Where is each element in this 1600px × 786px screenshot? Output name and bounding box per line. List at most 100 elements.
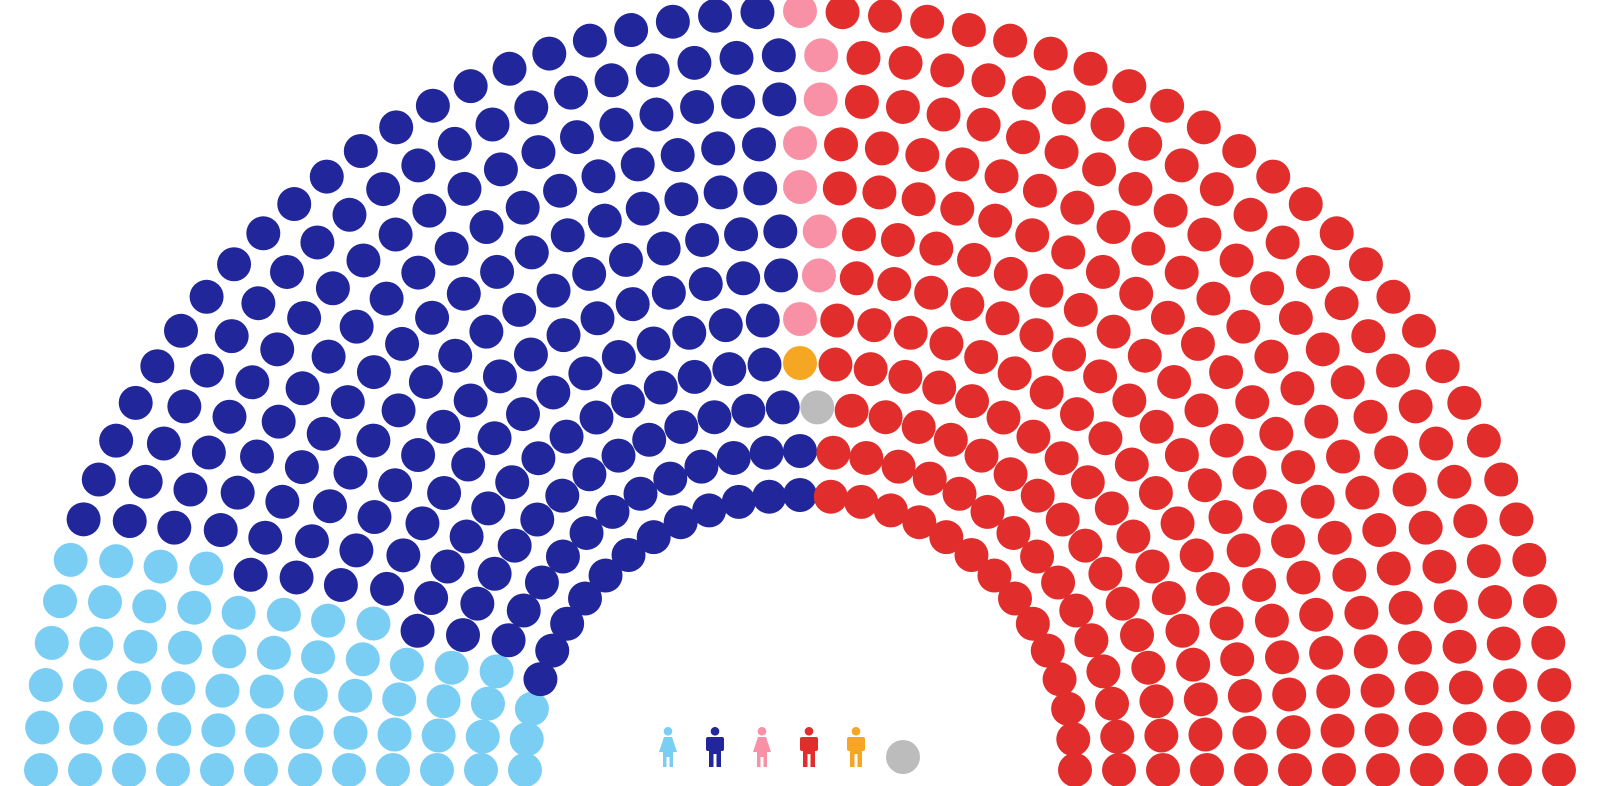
seat-light-blue — [422, 718, 456, 752]
seat-red — [1434, 589, 1468, 623]
seat-red — [1320, 216, 1354, 250]
seat-light-blue — [332, 753, 366, 786]
seat-red — [910, 5, 944, 39]
seat-dark-blue — [636, 53, 670, 87]
seat-red — [845, 85, 879, 119]
parliament-hemicycle-chart — [0, 0, 1600, 786]
seat-dark-blue — [483, 359, 517, 393]
seat-dark-blue — [414, 581, 448, 615]
seat-dark-blue — [480, 255, 514, 289]
seat-light-blue — [289, 715, 323, 749]
seat-red — [1449, 671, 1483, 705]
seat-red — [1151, 301, 1185, 335]
seat-dark-blue — [401, 256, 435, 290]
seat-dark-blue — [677, 46, 711, 80]
seat-light-blue — [301, 640, 335, 674]
seat-red — [1487, 627, 1521, 661]
seat-light-blue — [35, 626, 69, 660]
seat-dark-blue — [712, 352, 746, 386]
seat-light-blue — [427, 684, 461, 718]
seat-red — [993, 24, 1027, 58]
seat-red — [1499, 502, 1533, 536]
seat-dark-blue — [346, 243, 380, 277]
seat-red — [1116, 520, 1150, 554]
seat-dark-blue — [356, 424, 390, 458]
seat-dark-blue — [427, 476, 461, 510]
seat-red — [1100, 720, 1134, 754]
seat-dark-blue — [602, 340, 636, 374]
seat-red — [1144, 718, 1178, 752]
seat-dark-blue — [313, 489, 347, 523]
seat-red — [955, 384, 989, 418]
seat-dark-blue — [217, 247, 251, 281]
seat-red — [1309, 636, 1343, 670]
seat-red — [1060, 397, 1094, 431]
seat-light-blue — [201, 713, 235, 747]
seat-red — [1234, 753, 1268, 786]
seat-light-blue — [132, 589, 166, 623]
seat-dark-blue — [521, 441, 555, 475]
seat-red — [1426, 349, 1460, 383]
seat-red — [888, 360, 922, 394]
seat-red — [1280, 371, 1314, 405]
seat-dark-blue — [248, 521, 282, 555]
seat-red — [934, 423, 968, 457]
seat-pink — [783, 126, 817, 160]
seat-dark-blue — [783, 478, 817, 512]
seat-red — [1073, 52, 1107, 86]
seat-light-blue — [378, 718, 412, 752]
seat-red — [1220, 243, 1254, 277]
seat-dark-blue — [240, 440, 274, 474]
seat-red — [1234, 198, 1268, 232]
seat-red — [1208, 500, 1242, 534]
seat-red — [1326, 440, 1360, 474]
seat-light-blue — [508, 753, 542, 786]
seat-red — [869, 400, 903, 434]
seat-dark-blue — [241, 286, 275, 320]
seat-dark-blue — [67, 502, 101, 536]
seat-light-blue — [346, 642, 380, 676]
seat-light-blue — [168, 631, 202, 665]
seat-dark-blue — [599, 108, 633, 142]
seat-dark-blue — [498, 529, 532, 563]
seat-light-blue — [205, 674, 239, 708]
seat-red — [1086, 654, 1120, 688]
seat-red — [994, 457, 1028, 491]
seat-dark-blue — [277, 187, 311, 221]
seat-red — [1021, 479, 1055, 513]
seat-dark-blue — [626, 192, 660, 226]
seat-light-blue — [267, 598, 301, 632]
seat-red — [994, 257, 1028, 291]
seat-dark-blue — [616, 287, 650, 321]
seat-red — [1041, 566, 1075, 600]
seat-red — [1086, 255, 1120, 289]
seat-red — [1152, 581, 1186, 615]
seat-red — [1271, 524, 1305, 558]
seat-light-blue — [69, 711, 103, 745]
seat-light-blue — [212, 634, 246, 668]
seat-red — [1478, 585, 1512, 619]
seat-red — [1497, 711, 1531, 745]
seat-red — [1083, 359, 1117, 393]
seat-dark-blue — [454, 69, 488, 103]
seat-red — [1332, 558, 1366, 592]
seat-light-blue — [88, 585, 122, 619]
seat-red — [1188, 468, 1222, 502]
seat-red — [1187, 110, 1221, 144]
seat-red — [1299, 598, 1333, 632]
seat-red — [940, 192, 974, 226]
seat-red — [881, 223, 915, 257]
seat-red — [1157, 365, 1191, 399]
seat-dark-blue — [324, 568, 358, 602]
seat-dark-blue — [656, 5, 690, 39]
seat-dark-blue — [493, 52, 527, 86]
seat-red — [1180, 538, 1214, 572]
seat-dark-blue — [697, 400, 731, 434]
seat-pink — [802, 258, 836, 292]
seat-dark-blue — [550, 420, 584, 454]
seat-light-blue — [156, 753, 190, 786]
seat-light-blue — [79, 627, 113, 661]
seat-red — [1351, 319, 1385, 353]
seat-red — [1045, 135, 1079, 169]
seat-light-blue — [420, 753, 454, 786]
